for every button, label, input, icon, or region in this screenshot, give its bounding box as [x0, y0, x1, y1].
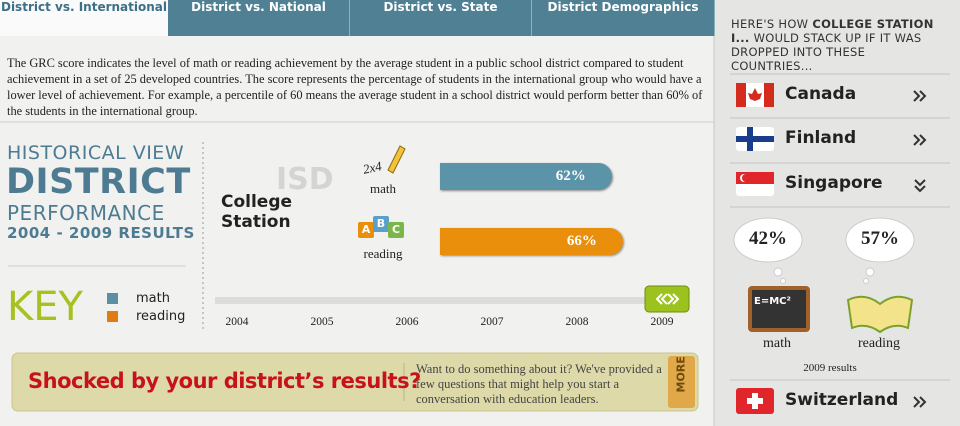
country[interactable]: Switzerland	[785, 390, 899, 410]
heading-highlight: COLLEGE STATION I...	[731, 17, 934, 45]
book	[846, 295, 914, 334]
district-name: College Station	[221, 192, 293, 232]
sidebar-heading: HERE'S HOW COLLEGE STATION I... WOULD ST…	[731, 17, 946, 73]
history-line: 2004 - 2009 RESULTS	[7, 224, 195, 242]
row-arrows[interactable]	[913, 90, 927, 408]
timeline-track	[215, 297, 685, 304]
district-type: ISD	[276, 162, 334, 197]
block	[388, 222, 404, 238]
block-letter: A	[361, 223, 371, 236]
timeline-arrows	[655, 293, 680, 305]
country[interactable]: Canada	[785, 84, 857, 104]
history-line: DISTRICT	[6, 162, 191, 202]
year: 2006	[395, 316, 419, 328]
chalkboard	[748, 286, 810, 332]
year: 2009	[650, 316, 674, 328]
key-title: KEY	[7, 284, 83, 330]
more-label[interactable]: MORE	[674, 356, 688, 393]
year: 2005	[310, 316, 334, 328]
active-tab-bg	[0, 0, 168, 36]
tab[interactable]: District vs. International	[0, 0, 167, 14]
block-letter: B	[376, 217, 386, 230]
subject: reading	[858, 336, 900, 351]
block	[358, 222, 374, 238]
category-label: reading	[363, 246, 403, 261]
description: The GRC score indicates the level of mat…	[7, 56, 703, 118]
cloud	[733, 217, 803, 284]
year: 2007	[480, 316, 504, 328]
tab[interactable]: District Demographics	[532, 0, 715, 36]
sidebar-bg	[714, 0, 960, 426]
key-label: reading	[136, 309, 186, 324]
banner-headline[interactable]: Shocked by your district’s results?	[28, 369, 421, 393]
more-tab[interactable]	[668, 356, 695, 408]
country[interactable]: Singapore	[785, 173, 883, 193]
key-swatch	[107, 311, 118, 322]
heading-intro: HERE'S HOW	[731, 17, 809, 31]
bar	[440, 163, 612, 190]
chalkboard-text: E=MC²	[754, 296, 791, 307]
subject: math	[763, 336, 791, 351]
flag-switzerland	[736, 388, 774, 414]
tab[interactable]: District vs. National	[168, 0, 350, 36]
flag-finland	[736, 127, 774, 151]
flag-canada	[736, 83, 774, 107]
score: 57%	[861, 228, 899, 249]
history-line: PERFORMANCE	[7, 201, 165, 225]
category-label: math	[370, 181, 396, 196]
banner-text: Want to do something about it? We've pro…	[416, 362, 662, 406]
heading-rest: WOULD STACK UP IF IT WAS DROPPED INTO TH…	[731, 31, 922, 73]
flag-singapore	[736, 172, 774, 196]
country[interactable]: Finland	[785, 128, 857, 148]
caption: 2009 results	[803, 362, 857, 374]
bar-value-label: 66%	[566, 233, 597, 249]
score: 42%	[749, 228, 787, 249]
cloud	[845, 217, 915, 284]
tab[interactable]: District vs. State	[350, 0, 532, 36]
timeline-button[interactable]	[644, 285, 690, 313]
year: 2008	[565, 316, 589, 328]
bar-value-label: 62%	[555, 168, 586, 184]
banner-bg[interactable]	[11, 352, 699, 412]
block	[373, 216, 389, 232]
bar	[440, 228, 623, 255]
key-label: math	[136, 291, 170, 306]
block-letter: C	[391, 223, 401, 236]
history-line: HISTORICAL VIEW	[7, 142, 185, 164]
key-swatch	[107, 293, 118, 304]
year: 2004	[225, 316, 249, 328]
pencil-icon	[387, 145, 406, 174]
